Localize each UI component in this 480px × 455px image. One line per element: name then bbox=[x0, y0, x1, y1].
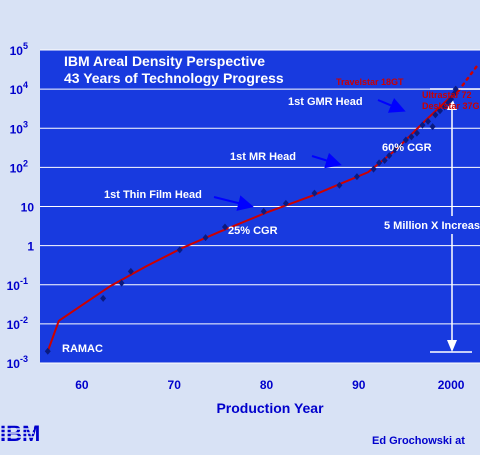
data-point-3 bbox=[127, 267, 134, 275]
data-point-1 bbox=[100, 294, 107, 302]
deskstar-label: Deskstar 37G bbox=[422, 101, 480, 111]
mr-head-arrow bbox=[311, 152, 342, 169]
data-point-8 bbox=[282, 199, 289, 207]
data-point-23 bbox=[429, 123, 436, 131]
data-point-11 bbox=[353, 173, 360, 181]
data-point-28 bbox=[448, 95, 455, 103]
data-point-10 bbox=[336, 181, 343, 189]
y-tick-label-5: 102 bbox=[10, 158, 28, 175]
ramac-label: RAMAC bbox=[62, 343, 103, 355]
data-point-2 bbox=[118, 279, 125, 287]
data-points bbox=[44, 85, 459, 355]
chart-subtitle: 43 Years of Technology Progress bbox=[64, 70, 284, 86]
credit-text: Ed Grochowski at bbox=[372, 435, 465, 447]
x-axis-title: Production Year bbox=[216, 400, 324, 416]
x-tick-label-4: 2000 bbox=[438, 378, 465, 392]
x-tick-label-3: 90 bbox=[352, 378, 366, 392]
data-point-30 bbox=[452, 85, 459, 93]
x-tick-label-1: 70 bbox=[168, 378, 182, 392]
data-point-0 bbox=[44, 347, 51, 355]
y-tick-label-3: 1 bbox=[27, 240, 34, 254]
mr-head-label: 1st MR Head bbox=[230, 151, 296, 163]
trend-layer bbox=[46, 62, 480, 352]
projection-line bbox=[457, 62, 480, 93]
data-point-4 bbox=[176, 246, 183, 254]
thin-film-arrow bbox=[213, 195, 254, 211]
data-point-29 bbox=[450, 90, 457, 98]
data-point-19 bbox=[408, 133, 415, 141]
trend-line bbox=[46, 90, 460, 352]
y-tick-label-7: 104 bbox=[10, 80, 28, 97]
x-tick-label-0: 60 bbox=[75, 378, 89, 392]
data-point-14 bbox=[381, 156, 388, 164]
data-point-12 bbox=[370, 165, 377, 173]
cgr-25-label: 25% CGR bbox=[228, 225, 278, 237]
data-point-5 bbox=[202, 234, 209, 242]
increase-arrow-down bbox=[447, 340, 457, 352]
y-tick-label-8: 105 bbox=[10, 41, 28, 58]
data-point-22 bbox=[425, 117, 432, 125]
ultrastar-label: Ultrastar 72 bbox=[422, 90, 472, 100]
data-point-9 bbox=[311, 189, 318, 197]
cgr-60-label: 60% CGR bbox=[382, 142, 432, 154]
data-point-7 bbox=[260, 207, 267, 215]
data-point-21 bbox=[419, 121, 426, 129]
data-point-24 bbox=[432, 111, 439, 119]
y-tick-label-1: 10-2 bbox=[7, 315, 28, 332]
y-tick-labels: 10-3 10-2 10-1 1 10 102 103 104 105 bbox=[7, 41, 35, 371]
gmr-head-label: 1st GMR Head bbox=[288, 96, 363, 108]
data-point-18 bbox=[402, 136, 409, 144]
thin-film-label: 1st Thin Film Head bbox=[104, 189, 202, 201]
ibm-logo: IBM bbox=[0, 420, 40, 446]
increase-label: 5 Million X Increase bbox=[384, 220, 480, 232]
gmr-head-arrow bbox=[377, 98, 406, 113]
data-point-17 bbox=[397, 142, 404, 150]
y-tick-label-2: 10-1 bbox=[7, 276, 28, 293]
chart-title: IBM Areal Density Perspective bbox=[64, 53, 265, 69]
x-tick-label-2: 80 bbox=[260, 378, 274, 392]
travelstar-label: Travelstar 18GT bbox=[336, 77, 404, 87]
data-point-20 bbox=[413, 129, 420, 137]
increase-arrow-up bbox=[447, 98, 457, 110]
data-point-26 bbox=[441, 103, 448, 111]
data-point-16 bbox=[391, 146, 398, 154]
y-tick-label-0: 10-3 bbox=[7, 354, 28, 371]
data-point-25 bbox=[437, 107, 444, 115]
data-point-6 bbox=[221, 223, 228, 231]
y-tick-label-4: 10 bbox=[21, 201, 35, 215]
x-tick-labels: 60 70 80 90 2000 bbox=[75, 378, 465, 392]
data-point-13 bbox=[376, 159, 383, 167]
increase-label-bg bbox=[380, 216, 480, 234]
y-tick-label-6: 103 bbox=[10, 119, 28, 136]
data-point-15 bbox=[386, 152, 393, 160]
